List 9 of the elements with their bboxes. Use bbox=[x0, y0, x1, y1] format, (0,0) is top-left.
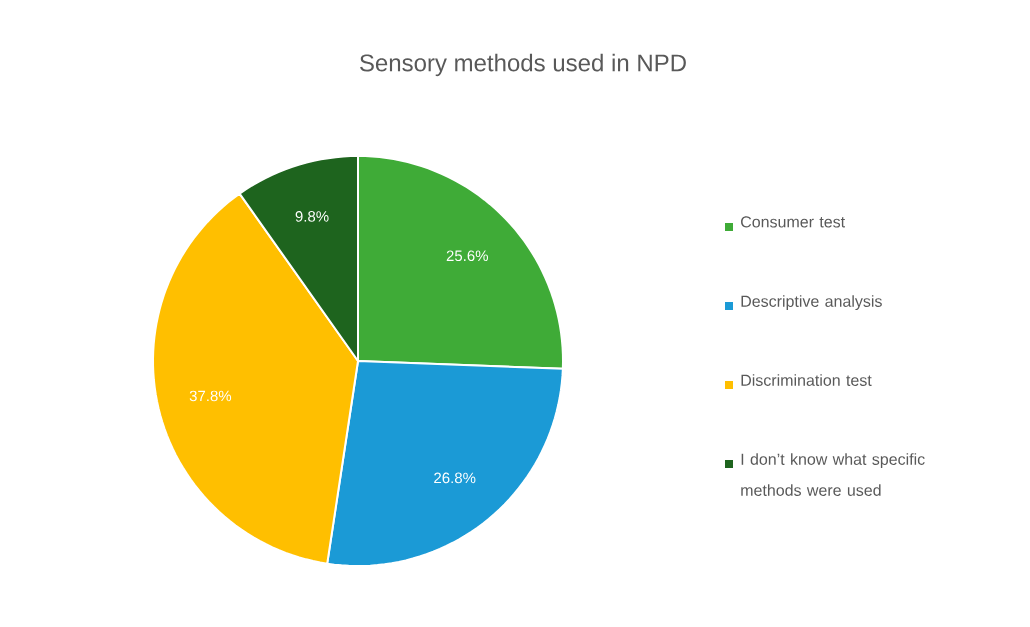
legend-label: Discrimination test bbox=[741, 374, 872, 386]
data-label: 37.8% bbox=[189, 390, 232, 402]
legend-label: Consumer test bbox=[741, 216, 845, 228]
data-label: 9.8% bbox=[295, 211, 329, 222]
legend-label: I don’t know what specific methods were used bbox=[741, 453, 925, 496]
data-label: 25.6% bbox=[446, 250, 488, 262]
data-label: 26.8% bbox=[434, 472, 476, 484]
chart-title: Sensory methods used in NPD bbox=[360, 53, 686, 77]
legend-label: Descriptive analysis bbox=[741, 295, 882, 311]
